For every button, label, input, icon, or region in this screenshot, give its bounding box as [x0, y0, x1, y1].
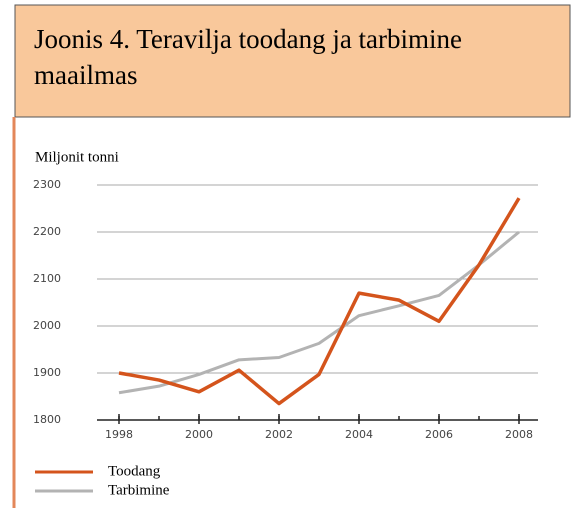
- chart-title: Joonis 4. Teravilja toodang ja tarbimine…: [34, 24, 462, 90]
- x-tick-label: 1998: [105, 428, 133, 441]
- series-line: [118, 197, 521, 406]
- x-tick-label: 2004: [345, 428, 373, 441]
- title-box: [14, 4, 571, 118]
- series-line: [118, 230, 520, 395]
- x-tick-label: 2000: [185, 428, 213, 441]
- y-tick-label: 2300: [33, 178, 61, 191]
- legend-label: Toodang: [108, 463, 161, 479]
- y-axis-label: Miljonit tonni: [35, 149, 119, 165]
- y-tick-label: 2000: [33, 319, 61, 332]
- y-tick-label: 2100: [33, 272, 61, 285]
- x-tick-label: 2008: [505, 428, 533, 441]
- y-tick-label: 2200: [33, 225, 61, 238]
- y-tick-label: 1800: [33, 413, 61, 426]
- legend-label: Tarbimine: [108, 482, 170, 498]
- x-tick-label: 2006: [425, 428, 453, 441]
- x-tick-label: 2002: [265, 428, 293, 441]
- y-tick-label: 1900: [33, 366, 61, 379]
